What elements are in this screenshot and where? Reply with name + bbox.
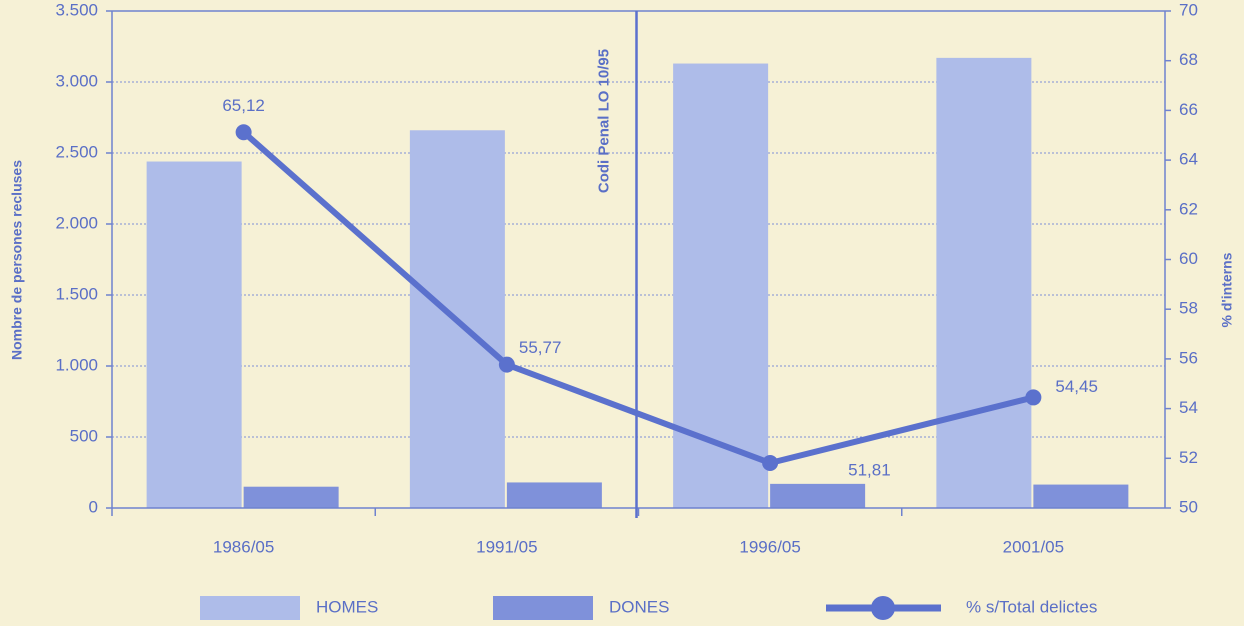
line — [241, 130, 1035, 467]
y2-tick-label: 58 — [1179, 299, 1198, 318]
bar — [146, 161, 242, 508]
bar — [770, 483, 866, 508]
y-tick-label: 2.000 — [55, 213, 98, 232]
y-tick-label: 1.000 — [55, 355, 98, 374]
y2-tick-label: 60 — [1179, 249, 1198, 268]
y2-tick-label: 66 — [1179, 100, 1198, 119]
y2-tick-label: 68 — [1179, 50, 1198, 69]
x-tick-label: 1996/05 — [739, 537, 800, 556]
y2-tick-label: 64 — [1179, 150, 1198, 169]
y-tick-label: 3.500 — [55, 0, 98, 19]
y2-tick-label: 56 — [1179, 348, 1198, 367]
y-tick-label: 0 — [89, 497, 98, 516]
x-tick-label: 1991/05 — [476, 537, 537, 556]
line-marker — [1025, 389, 1042, 406]
legend-marker — [871, 596, 895, 620]
y2-tick-label: 54 — [1179, 398, 1198, 417]
data-label: 54,45 — [1055, 377, 1098, 396]
y-tick-label: 2.500 — [55, 142, 98, 161]
line-marker — [762, 455, 779, 472]
bar — [936, 57, 1032, 509]
y-tick-label: 500 — [70, 426, 98, 445]
y2-tick-label: 70 — [1179, 0, 1198, 19]
annotation: Codi Penal LO 10/95 — [595, 49, 612, 193]
x-tick-label: 1986/05 — [213, 537, 274, 556]
legend-label: % s/Total delictes — [966, 597, 1097, 616]
data-label: 65,12 — [222, 96, 265, 115]
data-label: 51,81 — [848, 461, 891, 480]
legend-swatch — [200, 596, 300, 620]
y-tick-label: 1.500 — [55, 284, 98, 303]
bar — [1033, 484, 1129, 508]
x-tick-label: 2001/05 — [1003, 537, 1064, 556]
bar — [243, 486, 339, 508]
bar — [506, 482, 602, 508]
line-marker — [235, 124, 252, 141]
legend-label: HOMES — [316, 597, 378, 616]
legend-swatch — [493, 596, 593, 620]
y2-tick-label: 62 — [1179, 199, 1198, 218]
y2-tick-label: 52 — [1179, 448, 1198, 467]
data-label: 55,77 — [519, 338, 562, 357]
legend-label: DONES — [609, 597, 669, 616]
line-marker — [498, 356, 515, 373]
y2-axis-label: % d'interns — [1219, 252, 1235, 327]
y-tick-label: 3.000 — [55, 71, 98, 90]
y2-tick-label: 50 — [1179, 497, 1198, 516]
y-axis-label: Nombre de persones recluses — [9, 160, 25, 360]
